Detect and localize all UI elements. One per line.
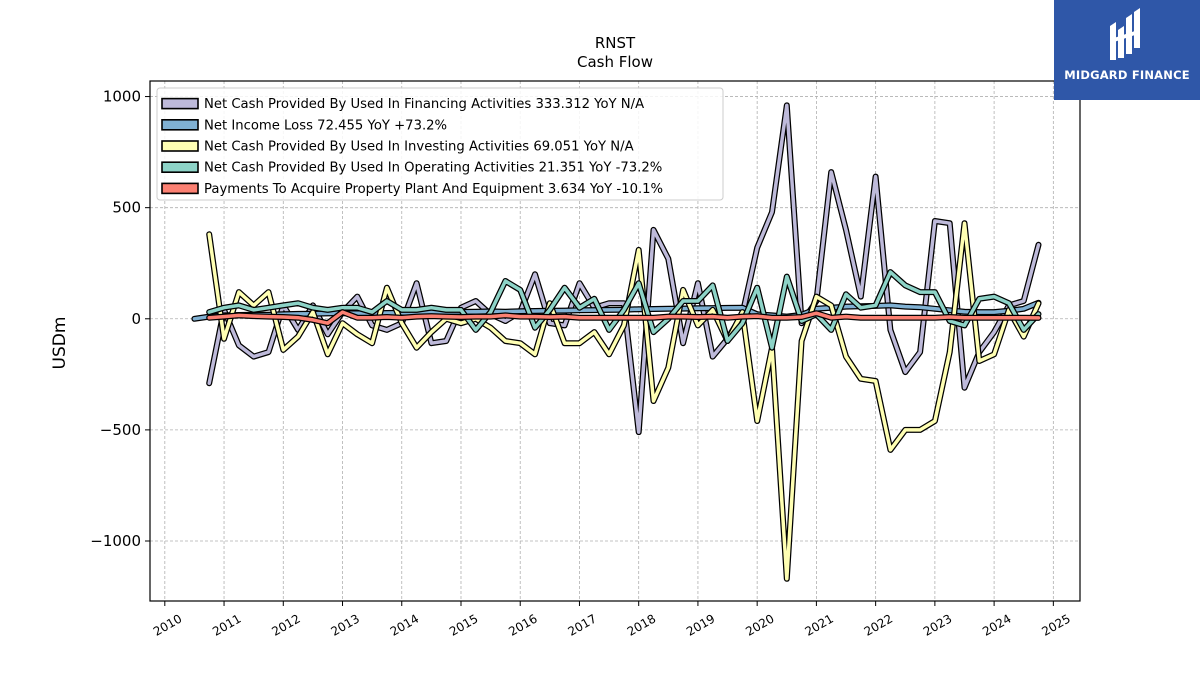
- x-tick-label: 2018: [625, 611, 658, 638]
- y-tick-label: 500: [112, 199, 141, 217]
- legend-label: Net Cash Provided By Used In Financing A…: [204, 97, 644, 112]
- x-tick-label: 2025: [1039, 611, 1072, 638]
- series-line: [207, 310, 1041, 325]
- series-line: [207, 221, 1041, 581]
- x-tick-label: 2021: [802, 611, 835, 638]
- plot-frame: [149, 80, 1081, 602]
- legend-label: Payments To Acquire Property Plant And E…: [204, 182, 663, 197]
- x-tick-label: 2019: [684, 611, 717, 638]
- midgard-logo-icon: [1110, 8, 1140, 60]
- legend-swatch: [161, 140, 199, 152]
- x-tick-label: 2013: [329, 611, 362, 638]
- y-tick-label: 1000: [103, 88, 141, 106]
- x-tick-label: 2012: [269, 611, 302, 638]
- x-tick-label: 2011: [210, 611, 243, 638]
- legend-swatch: [161, 119, 199, 131]
- legend: Net Cash Provided By Used In Financing A…: [156, 87, 724, 201]
- brand-name: MIDGARD FINANCE: [1064, 68, 1190, 82]
- y-axis-label: USDm: [50, 317, 70, 370]
- x-tick-label: 2023: [921, 611, 954, 638]
- series-2: [191, 299, 1042, 322]
- series-line: [192, 301, 1041, 321]
- y-tick-label: 0: [131, 310, 141, 328]
- x-tick-label: 2017: [566, 611, 599, 638]
- x-tick-label: 2015: [447, 611, 480, 638]
- series-line: [207, 270, 1041, 350]
- chart-title: RNST: [595, 34, 636, 52]
- series-line-outline: [206, 220, 1042, 582]
- brand-logo: MIDGARD FINANCE: [1054, 0, 1200, 100]
- x-tick-label: 2022: [862, 611, 895, 638]
- chart-subtitle: Cash Flow: [577, 53, 653, 71]
- legend-swatch: [161, 97, 199, 110]
- legend-swatch: [161, 161, 199, 173]
- series-4: [206, 269, 1042, 351]
- legend-box: [156, 87, 724, 201]
- y-tick-label: −500: [100, 421, 141, 439]
- x-tick-label: 2020: [743, 611, 776, 638]
- x-tick-label: 2014: [388, 611, 421, 638]
- y-tick-label: −1000: [90, 532, 141, 550]
- legend-label: Net Cash Provided By Used In Investing A…: [204, 140, 634, 155]
- series-5: [206, 309, 1042, 327]
- series-3: [206, 220, 1042, 582]
- legend-swatch: [161, 182, 199, 195]
- x-tick-label: 2024: [980, 611, 1013, 638]
- x-tick-label: 2010: [151, 611, 184, 638]
- legend-label: Net Cash Provided By Used In Operating A…: [204, 161, 662, 176]
- x-tick-label: 2016: [506, 611, 539, 638]
- legend-label: Net Income Loss 72.455 YoY +73.2%: [204, 118, 447, 133]
